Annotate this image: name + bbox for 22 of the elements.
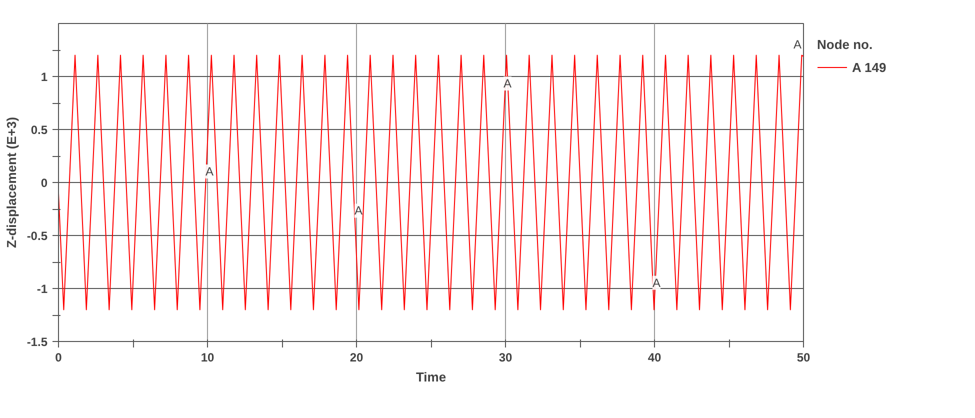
annotation: A: [652, 276, 661, 290]
y-axis-title: Z-displacement (E+3): [4, 116, 19, 248]
x-tick-label: 40: [648, 350, 662, 364]
x-tick-label: 30: [498, 350, 512, 364]
legend-label: A 149: [852, 60, 886, 74]
x-tick-label: 0: [55, 350, 62, 364]
line-series: [58, 54, 804, 310]
y-tick-label: 0.5: [30, 123, 48, 137]
x-tick-label: 20: [350, 350, 364, 364]
y-tick-label: -1.5: [26, 335, 48, 349]
y-tick-label: 0: [40, 176, 48, 190]
y-tick-label: -1: [36, 282, 48, 296]
x-axis-title: Time: [416, 370, 446, 384]
x-tick-label: 50: [796, 350, 810, 364]
annotation: A: [504, 76, 512, 91]
annotation: A: [206, 164, 214, 178]
y-tick-label: -0.5: [26, 229, 48, 243]
y-tick-label: 1: [40, 70, 48, 84]
annotation: A: [793, 37, 802, 52]
annotation: A: [354, 204, 363, 218]
legend-title: Node no.: [817, 37, 874, 52]
x-tick-label: 10: [200, 350, 214, 364]
